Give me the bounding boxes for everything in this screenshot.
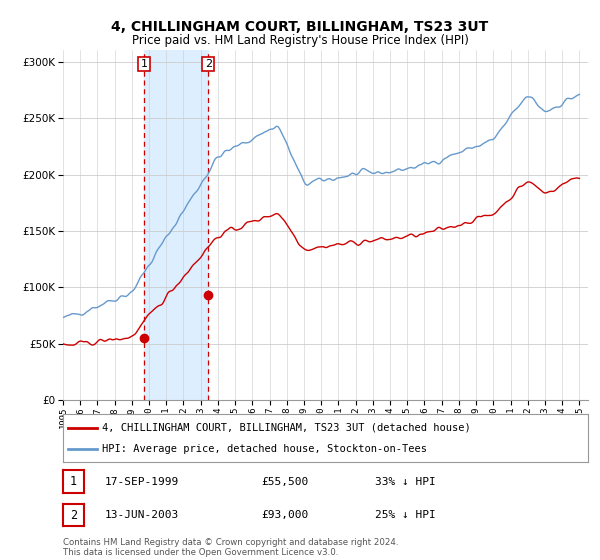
Text: HPI: Average price, detached house, Stockton-on-Tees: HPI: Average price, detached house, Stoc… (103, 444, 427, 454)
Text: 2: 2 (205, 59, 212, 69)
Text: 17-SEP-1999: 17-SEP-1999 (105, 477, 179, 487)
Text: 2: 2 (70, 508, 77, 522)
Text: 1: 1 (140, 59, 148, 69)
Text: 33% ↓ HPI: 33% ↓ HPI (375, 477, 436, 487)
Text: £55,500: £55,500 (261, 477, 308, 487)
Text: 25% ↓ HPI: 25% ↓ HPI (375, 510, 436, 520)
Text: Contains HM Land Registry data © Crown copyright and database right 2024.
This d: Contains HM Land Registry data © Crown c… (63, 538, 398, 557)
Text: 1: 1 (70, 475, 77, 488)
Text: 4, CHILLINGHAM COURT, BILLINGHAM, TS23 3UT: 4, CHILLINGHAM COURT, BILLINGHAM, TS23 3… (112, 20, 488, 34)
Text: 13-JUN-2003: 13-JUN-2003 (105, 510, 179, 520)
Text: 4, CHILLINGHAM COURT, BILLINGHAM, TS23 3UT (detached house): 4, CHILLINGHAM COURT, BILLINGHAM, TS23 3… (103, 423, 471, 433)
Text: £93,000: £93,000 (261, 510, 308, 520)
Bar (144, 50, 208, 400)
Text: Price paid vs. HM Land Registry's House Price Index (HPI): Price paid vs. HM Land Registry's House … (131, 34, 469, 46)
